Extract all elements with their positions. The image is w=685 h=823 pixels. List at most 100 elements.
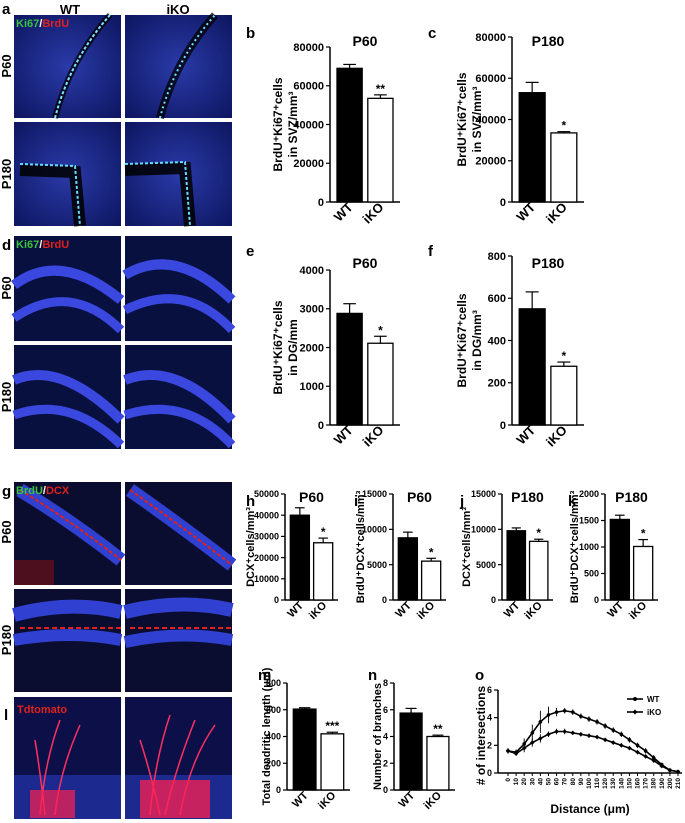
chart-o-series-iko-point — [659, 763, 665, 769]
chart-o-xtick-label: 90 — [578, 778, 585, 786]
chart-m-ylabel: Total dendritic length (μm) — [261, 667, 273, 805]
chart-o-xtick-label: 20 — [521, 778, 528, 786]
chart-o-ytick-label: 6 — [487, 685, 492, 695]
chart-k-ytick-label: 1500 — [579, 516, 599, 526]
chart-o-series-iko-point — [570, 730, 576, 736]
stain-g-green: BrdU — [16, 485, 43, 497]
chart-f-significance: * — [562, 349, 567, 363]
chart-j-title: P180 — [511, 489, 544, 505]
chart-o-series-iko-point — [627, 745, 632, 751]
micrograph-a: Ki67/BrdU — [14, 12, 232, 227]
chart-f-ylabel: BrdU⁺Ki67⁺cells — [455, 293, 469, 387]
chart-m: 0 200 400 600 800 WT iKO *** Total dendritic len… — [261, 667, 350, 812]
chart-m-category-label: iKO — [316, 789, 339, 812]
chart-b-bar-wt — [336, 67, 363, 203]
chart-o-xtick-label: 100 — [586, 778, 593, 789]
chart-b-ytick-label: 0 — [318, 197, 324, 209]
chart-o-legend-marker — [632, 709, 638, 715]
chart-h-bar-iko — [312, 542, 334, 601]
chart-e: 0 1000 2000 3000 4000 WT iKO * P60 BrdU⁺Ki67⁺cell… — [271, 255, 400, 449]
panel-label-k: k — [568, 493, 577, 510]
chart-i-ytick-label: 5000 — [367, 560, 387, 570]
chart-n-ytick-label: 2 — [383, 758, 388, 768]
chart-o-xtick-label: 60 — [554, 778, 561, 786]
chart-o-series-iko-line — [507, 730, 679, 773]
chart-o-series-wt-point — [538, 720, 543, 724]
chart-c-category-label: WT — [513, 199, 538, 224]
chart-c-ytick-label: 0 — [500, 197, 506, 209]
chart-o-series-wt-point — [619, 732, 624, 737]
svg-text:Ki67/BrdU: Ki67/BrdU — [16, 18, 69, 30]
chart-m-ytick-label: 200 — [266, 758, 281, 768]
chart-h-bar-wt — [289, 514, 311, 601]
chart-o-ytick-label: 0 — [487, 768, 492, 778]
chart-o-xtick-label: 40 — [537, 778, 544, 786]
chart-o-series-iko-point — [594, 734, 600, 740]
chart-k-category-label: WT — [605, 599, 626, 620]
panel-label-l: l — [4, 707, 8, 724]
chart-h-category-label: WT — [285, 599, 306, 620]
chart-o-series-wt-line — [507, 709, 679, 773]
svg-text:BrdU/DCX: BrdU/DCX — [16, 485, 70, 497]
chart-o-series-iko-point — [675, 769, 681, 774]
chart-n-category-label: iKO — [422, 789, 445, 812]
stain-a-red: BrdU — [42, 18, 69, 30]
chart-o-xtick-label: 130 — [610, 778, 617, 789]
chart-o-legend-marker — [633, 697, 637, 701]
chart-o-series-iko-point — [538, 736, 543, 741]
chart-m-bar-iko — [320, 733, 345, 791]
chart-i-category-label: iKO — [415, 599, 438, 622]
chart-o-ytick-label: 4 — [487, 713, 492, 723]
chart-o-xtick-label: 50 — [545, 778, 552, 786]
chart-o-xtick-label: 140 — [618, 778, 625, 789]
chart-o-ylabel: # of intersections — [474, 685, 488, 785]
chart-e-ylabel: BrdU⁺Ki67⁺cells — [271, 300, 285, 394]
chart-o-xtick-label: 150 — [626, 778, 633, 789]
chart-n-category-label: WT — [397, 789, 418, 810]
chart-k: 0 500 1000 1500 2000 WT iKO * P180 BrdU⁺DCX⁺cells… — [569, 489, 658, 622]
chart-f-bar-wt — [518, 308, 546, 426]
chart-j-ytick-label: 10000 — [471, 524, 496, 534]
chart-e-category-label: iKO — [360, 423, 387, 450]
chart-o-series-wt-point — [579, 714, 583, 719]
chart-c-ytick-label: 80000 — [475, 32, 506, 44]
chart-o-series-iko-point — [521, 745, 527, 751]
row-label-a-p60: P60 — [0, 54, 14, 77]
chart-i-ytick-label: 0 — [382, 595, 387, 605]
panel-label-c: c — [428, 25, 436, 42]
chart-c-ytick-label: 60000 — [475, 73, 506, 85]
chart-e-title: P60 — [353, 255, 378, 271]
chart-f-title: P180 — [532, 255, 565, 271]
chart-e-bar-wt — [336, 312, 363, 426]
chart-h-ylabel: DCX⁺cells/mm³ — [245, 507, 257, 587]
chart-h-category-label: iKO — [307, 599, 330, 622]
chart-k-bar-wt — [609, 518, 631, 601]
chart-h-ytick-label: 10000 — [254, 574, 279, 584]
chart-o-xtick-label: 30 — [529, 778, 536, 786]
panel-label-g: g — [2, 483, 11, 500]
row-label-a-p180: P180 — [0, 159, 14, 189]
chart-f-category-label: iKO — [543, 423, 570, 450]
chart-o-series-iko-point — [602, 737, 608, 743]
panel-label-n: n — [368, 667, 377, 684]
chart-o-xtick-label: 160 — [635, 778, 642, 789]
chart-f-ylabel: in DG/mm³ — [470, 310, 484, 371]
chart-o-series-wt-point — [562, 708, 567, 713]
chart-o-series-iko-point — [619, 743, 624, 748]
chart-m-ytick-label: 600 — [266, 705, 281, 715]
chart-n-significance: ** — [433, 722, 443, 736]
panel-label-o: o — [475, 667, 484, 684]
chart-c-bar-wt — [518, 92, 546, 203]
chart-b-ytick-label: 80000 — [293, 42, 324, 54]
chart-o-xtick-label: 10 — [513, 778, 520, 786]
chart-o-series-wt-point — [587, 717, 591, 721]
chart-o-xtick-label: 80 — [570, 778, 577, 786]
chart-e-ytick-label: 1000 — [300, 381, 324, 393]
chart-c-ytick-label: 20000 — [475, 156, 506, 168]
panel-label-d: d — [2, 237, 11, 254]
micrograph-l: Tdtomato — [14, 697, 232, 819]
chart-j-ytick-label: 15000 — [471, 489, 496, 499]
chart-i: 0 5000 10000 15000 WT iKO * P60 BrdU⁺DCX⁺cells/m… — [355, 489, 446, 622]
chart-h-ytick-label: 30000 — [254, 532, 279, 542]
